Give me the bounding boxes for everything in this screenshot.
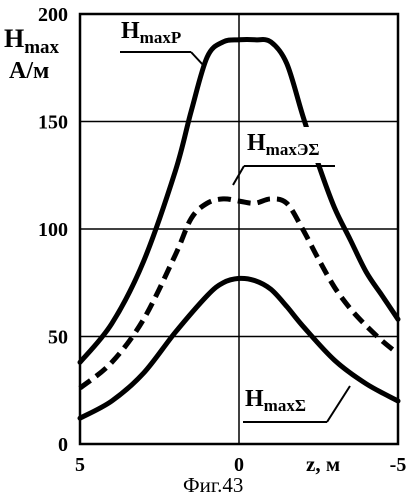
series-label-maxE-sub: maxЭΣ [266, 140, 320, 159]
y-axis-label: Hmax [4, 24, 60, 58]
series-leader-maxP-tail [191, 52, 204, 66]
series-label-maxP-main: H [121, 18, 140, 44]
series-leader-maxS-tail [327, 386, 350, 422]
grid-layer [80, 14, 398, 444]
y-tick-label: 200 [38, 4, 68, 26]
y-tick-label: 0 [58, 434, 68, 456]
y-axis-unit: А/м [9, 58, 49, 84]
series-label-maxS-main: H [245, 386, 264, 412]
y-axis-label-sub: max [24, 37, 59, 58]
series-label-maxP-sub: maxP [140, 28, 182, 47]
x-tick-label: 5 [75, 454, 85, 476]
y-tick-label: 150 [38, 112, 68, 134]
y-axis-label-main: H [4, 24, 24, 53]
y-tick-label: 100 [38, 219, 68, 241]
x-tick-label: -5 [390, 454, 407, 476]
series-label-maxE-main: H [247, 130, 266, 156]
series-label-maxS-sub: maxΣ [264, 396, 306, 415]
x-axis-label: z, м [306, 452, 340, 476]
figure-caption: Фиг.43 [183, 473, 243, 497]
y-tick-label: 50 [48, 327, 68, 349]
